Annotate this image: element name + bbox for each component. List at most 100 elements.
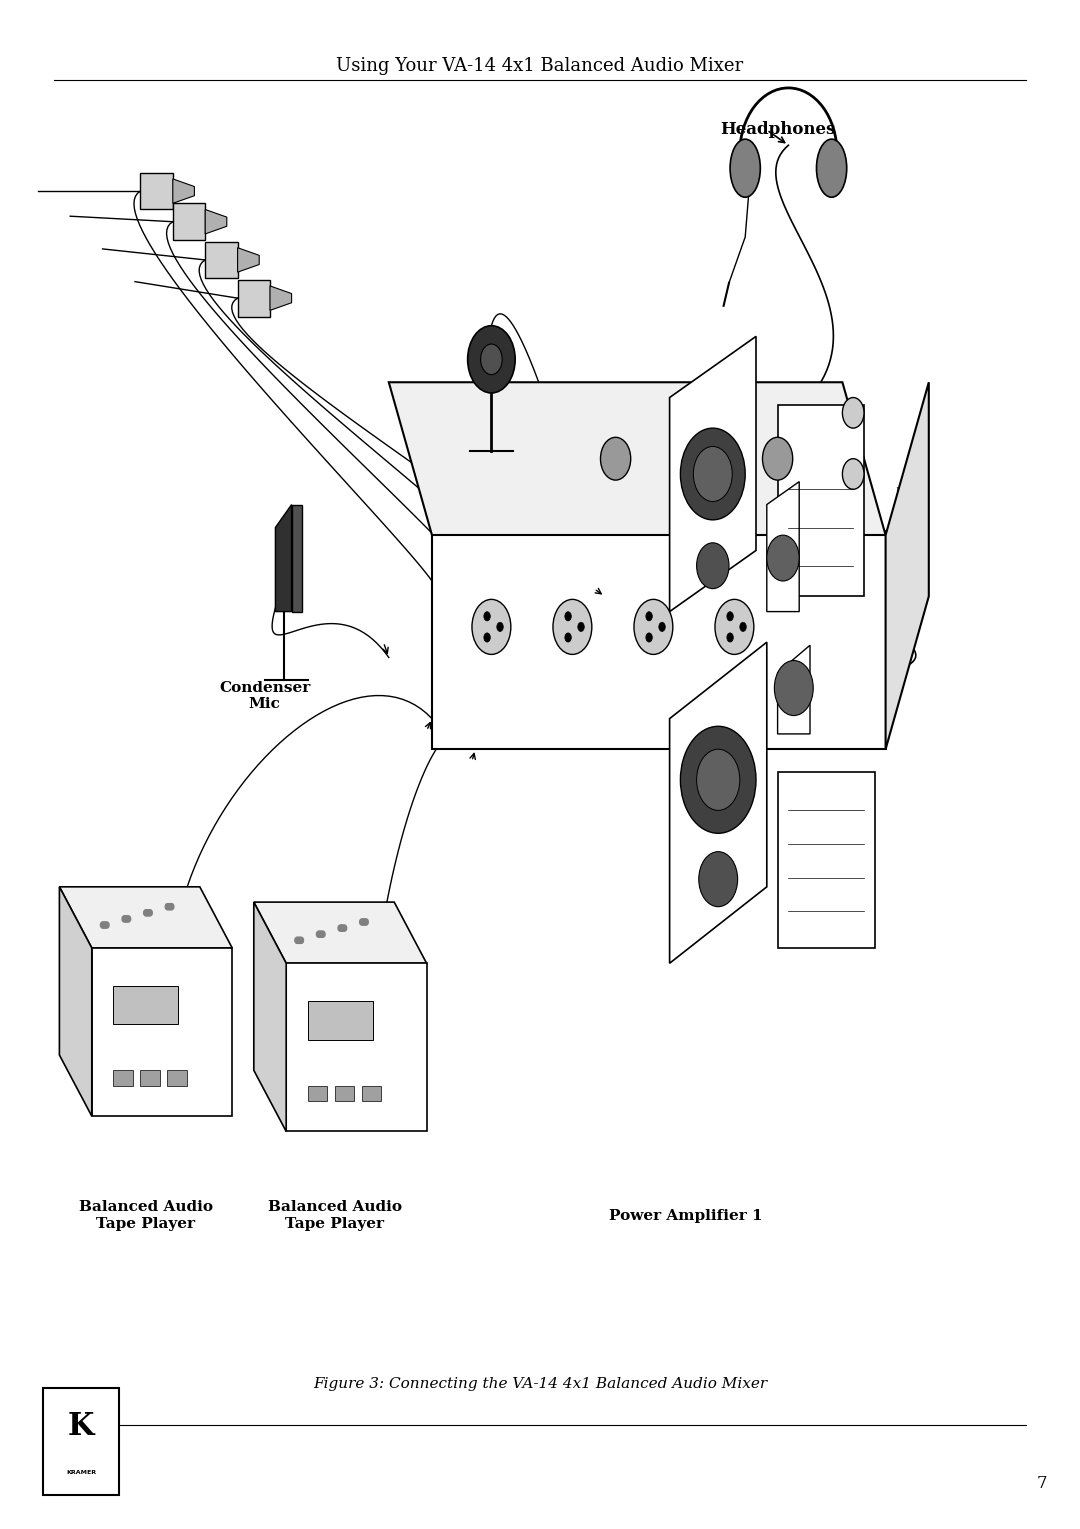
Polygon shape [767,482,799,612]
Circle shape [842,459,864,489]
Circle shape [774,661,813,716]
Text: 12 VDC: 12 VDC [896,486,918,492]
Polygon shape [59,887,232,948]
Circle shape [104,922,108,928]
Circle shape [693,446,732,502]
Circle shape [105,922,109,928]
Circle shape [166,904,171,910]
Ellipse shape [730,139,760,197]
Polygon shape [778,772,875,948]
Bar [113,986,178,1024]
Bar [113,1070,133,1086]
Bar [43,1388,119,1495]
Polygon shape [389,382,886,535]
Circle shape [102,922,106,928]
Circle shape [342,925,347,931]
Circle shape [319,931,323,937]
Circle shape [762,437,793,480]
Text: K: K [68,1411,94,1442]
Circle shape [124,916,129,922]
Circle shape [339,925,343,931]
Circle shape [468,326,515,393]
Bar [362,1086,381,1101]
Circle shape [687,437,717,480]
Circle shape [362,919,366,925]
Circle shape [168,904,173,910]
Polygon shape [254,902,286,1131]
Circle shape [553,599,592,654]
Circle shape [165,904,170,910]
Polygon shape [59,887,92,1116]
Text: Balanced Audio
Tape Player: Balanced Audio Tape Player [79,1200,213,1231]
Polygon shape [778,645,810,734]
Circle shape [321,931,325,937]
Bar [308,1001,373,1040]
Circle shape [341,925,346,931]
Bar [167,1070,187,1086]
Polygon shape [205,209,227,234]
Text: Power Amplifier 1: Power Amplifier 1 [609,1208,762,1223]
Circle shape [147,910,151,916]
Circle shape [338,925,342,931]
Circle shape [484,612,490,621]
Text: Power
Amplifier
2: Power Amplifier 2 [603,558,683,604]
Polygon shape [254,902,427,963]
Circle shape [340,925,345,931]
Text: Condenser
Mic: Condenser Mic [219,680,310,711]
Circle shape [659,622,665,631]
Polygon shape [670,642,767,963]
Polygon shape [238,280,270,317]
Polygon shape [92,948,232,1116]
Polygon shape [292,505,302,612]
Circle shape [320,931,324,937]
Circle shape [316,931,321,937]
Circle shape [472,599,511,654]
Circle shape [125,916,130,922]
Circle shape [481,344,502,375]
Text: KRAMER: KRAMER [66,1469,96,1475]
Text: Figure 3: Connecting the VA-14 4x1 Balanced Audio Mixer: Figure 3: Connecting the VA-14 4x1 Balan… [313,1376,767,1391]
Circle shape [167,904,172,910]
Circle shape [697,543,729,589]
Circle shape [699,852,738,907]
Circle shape [842,398,864,428]
Polygon shape [205,242,238,278]
Circle shape [680,726,756,833]
Bar [335,1086,354,1101]
Polygon shape [173,203,205,240]
Circle shape [634,599,673,654]
Polygon shape [173,179,194,203]
Circle shape [146,910,150,916]
Circle shape [646,612,652,621]
Circle shape [727,633,733,642]
Circle shape [144,910,148,916]
Polygon shape [286,963,427,1131]
Ellipse shape [816,139,847,197]
Circle shape [715,599,754,654]
Circle shape [103,922,107,928]
Circle shape [148,910,152,916]
Circle shape [296,937,300,943]
Circle shape [727,612,733,621]
Circle shape [100,922,105,928]
Circle shape [565,633,571,642]
Polygon shape [778,405,864,596]
Circle shape [299,937,303,943]
Polygon shape [275,505,292,612]
Circle shape [484,633,490,642]
Circle shape [364,919,368,925]
Circle shape [126,916,131,922]
Circle shape [145,910,149,916]
Circle shape [123,916,127,922]
Circle shape [578,622,584,631]
Text: Balanced
Condenser
Mic: Balanced Condenser Mic [451,443,542,489]
Circle shape [297,937,301,943]
Text: Headphones: Headphones [720,121,835,139]
Bar [140,1070,160,1086]
Circle shape [360,919,364,925]
Circle shape [295,937,299,943]
Polygon shape [238,248,259,272]
Bar [308,1086,327,1101]
Circle shape [170,904,174,910]
Circle shape [767,535,799,581]
